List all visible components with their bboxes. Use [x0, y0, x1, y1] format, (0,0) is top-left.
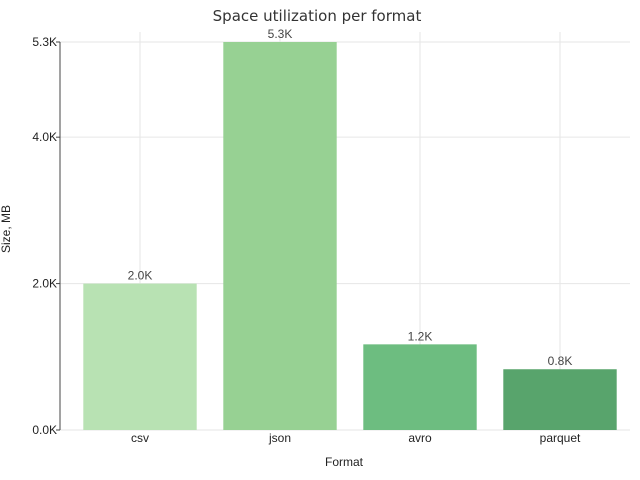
- x-tick-label-parquet: parquet: [540, 431, 581, 445]
- x-tick-label-json: json: [268, 431, 291, 445]
- y-tick-label: 5.3K: [32, 35, 57, 49]
- data-label-csv: 2.0K: [128, 269, 153, 283]
- data-label-json: 5.3K: [268, 27, 293, 41]
- data-labels-layer: 2.0K 5.3K 1.2K 0.8K: [128, 27, 573, 368]
- bars-layer: [83, 42, 617, 430]
- bar-csv[interactable]: [83, 283, 197, 430]
- y-axis-label: Size, MB: [0, 205, 13, 253]
- x-tick-label-avro: avro: [408, 431, 432, 445]
- bar-parquet[interactable]: [503, 369, 617, 430]
- y-tick-label: 2.0K: [32, 277, 57, 291]
- bar-json[interactable]: [223, 42, 337, 430]
- x-axis-label: Format: [325, 455, 364, 469]
- y-axis-ticks: 0.0K 2.0K 4.0K 5.3K: [32, 35, 60, 437]
- chart-title: Space utilization per format: [213, 7, 422, 25]
- data-label-parquet: 0.8K: [548, 354, 573, 368]
- x-tick-label-csv: csv: [131, 431, 149, 445]
- y-tick-label: 4.0K: [32, 130, 57, 144]
- data-label-avro: 1.2K: [408, 329, 433, 343]
- x-axis-ticks: csv json avro parquet: [131, 431, 581, 445]
- y-tick-label: 0.0K: [32, 423, 57, 437]
- bar-avro[interactable]: [363, 344, 477, 430]
